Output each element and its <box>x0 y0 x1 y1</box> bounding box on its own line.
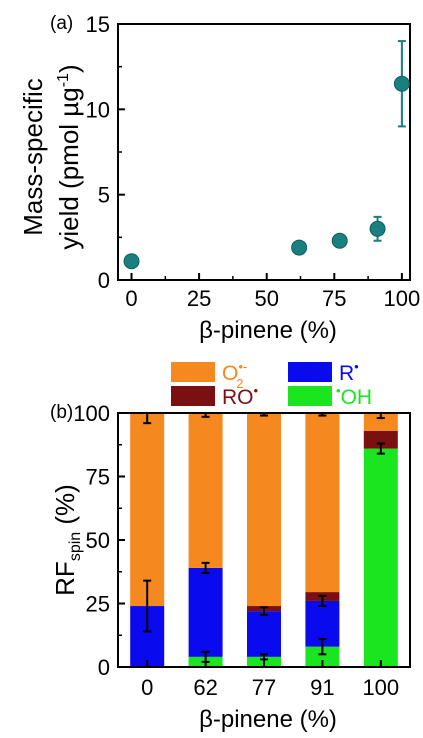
panel-a-x-tick-label: 0 <box>125 286 137 311</box>
panel-b-bar-o2 <box>247 413 281 607</box>
panel-a-y-tick-label: 10 <box>86 97 110 122</box>
panel-a-y-label-main: yield (pmol µg <box>54 87 84 249</box>
panel-b-x-label: β-pinene (%) <box>199 706 337 733</box>
panel-b-legend: O•-2 RO• R• •OH <box>171 359 372 409</box>
panel-a-y-label-sup: -1 <box>55 73 72 87</box>
legend-swatch-o2 <box>171 362 215 382</box>
panel-a-y-label-close: ) <box>54 64 84 73</box>
panel-b-bar-o2 <box>130 413 165 607</box>
panel-b-y-label: RFspin (%) <box>50 484 84 596</box>
panel-b-y-tick-label: 25 <box>86 592 110 617</box>
panel-b-bar-o2 <box>363 413 398 431</box>
panel-b-x-tick-label: 62 <box>193 675 217 700</box>
panel-b: (b) 0 25 50 75 100 0 62 77 91 100 RFspin (%) β-pi… <box>50 401 411 733</box>
panel-a-y-label-line1: Mass-specific <box>18 78 48 235</box>
panel-b-x-tick-label: 0 <box>141 675 153 700</box>
panel-b-bar-oh <box>363 448 398 667</box>
panel-a-x-tick-label: 100 <box>384 286 421 311</box>
panel-a-label: (a) <box>50 13 73 34</box>
panel-b-y-tick-label: 100 <box>73 401 110 426</box>
panel-a-data-point <box>331 232 348 249</box>
panel-a-x-tick-label: 75 <box>322 286 346 311</box>
panel-b-y-tick-label: 75 <box>86 465 110 490</box>
panel-a-x-label: β-pinene (%) <box>199 317 337 344</box>
panel-b-y-label-sub: spin <box>67 532 84 561</box>
panel-a-y-tick-label: 0 <box>98 268 110 293</box>
legend-swatch-oh <box>288 386 332 406</box>
panel-b-y-tick-label: 0 <box>98 655 110 680</box>
panel-b-label: (b) <box>50 402 73 423</box>
panel-a-y-label-line2: yield (pmol µg-1) <box>54 64 84 249</box>
panel-b-bar-o2 <box>188 413 223 568</box>
panel-b-x-tick-label: 91 <box>310 675 334 700</box>
panel-b-bar-oh <box>305 646 340 667</box>
panel-a-data-point <box>123 253 140 270</box>
legend-label-oh: •OH <box>336 383 372 409</box>
panel-b-y-label-rest: (%) <box>50 484 80 532</box>
panel-b-bar-o2 <box>305 413 340 593</box>
panel-b-y-tick-label: 50 <box>86 528 110 553</box>
panel-a-x-tick-label: 25 <box>187 286 211 311</box>
panel-a-y-tick-label: 15 <box>86 12 110 37</box>
legend-swatch-r <box>288 362 332 382</box>
legend-label-r: R• <box>339 359 359 385</box>
panel-b-x-tick-label: 77 <box>252 675 276 700</box>
panel-a-y-tick-label: 5 <box>98 183 110 208</box>
panel-a-data-point <box>291 239 308 256</box>
legend-label-o2: O•-2 <box>222 359 247 391</box>
panel-a-data-point <box>369 220 386 237</box>
panel-b-bar-ro <box>363 430 398 449</box>
legend-swatch-ro <box>171 386 215 406</box>
panel-a: (a) 0 5 10 15 0 25 50 75 100 Mass-specific yield… <box>18 12 420 344</box>
legend-label-ro: RO• <box>222 383 259 409</box>
panel-b-x-tick-label: 100 <box>362 675 399 700</box>
panel-a-x-tick-label: 50 <box>254 286 278 311</box>
panel-b-bar-r <box>247 611 281 657</box>
panel-a-axes-frame <box>117 23 411 281</box>
panel-a-data-point <box>393 75 410 92</box>
panel-b-y-label-main: RF <box>50 561 80 596</box>
panel-b-bar-r <box>188 567 223 657</box>
